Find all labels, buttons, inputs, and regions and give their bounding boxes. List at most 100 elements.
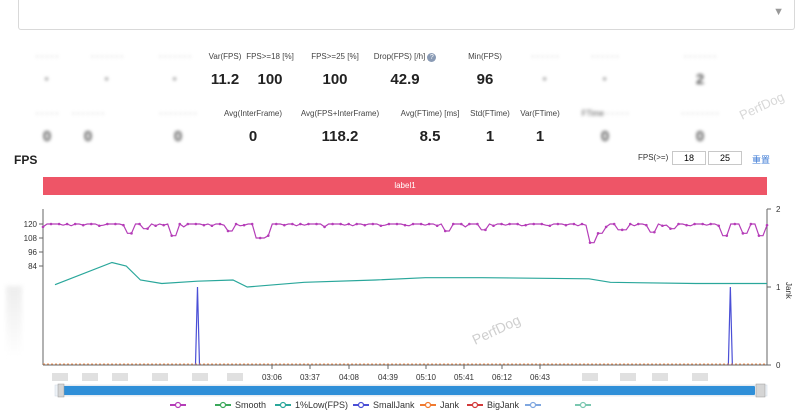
x-tick-label: 03:06	[262, 373, 283, 382]
fps-series-point	[516, 222, 519, 226]
fps-series-point	[218, 222, 222, 226]
fps-series-point	[484, 228, 487, 232]
metric-value: 1	[535, 128, 545, 145]
fps-threshold-b-input[interactable]	[708, 151, 742, 165]
fps-series-point	[451, 222, 455, 226]
x-tick-blurred	[82, 373, 98, 381]
metric-value: 96	[476, 71, 494, 88]
x-tick-blurred	[582, 373, 598, 381]
metric-label: · · · · · · ·	[91, 52, 123, 61]
y-right-axis-label: Jank	[784, 282, 793, 300]
metric-label: · · · · ·	[35, 52, 59, 61]
x-tick-blurred	[52, 373, 68, 381]
fps-series-point	[266, 234, 270, 237]
metric-label: · · · · · ·	[531, 52, 559, 61]
metric-r1-5: FPS>=25 [%] 100	[290, 51, 380, 88]
metrics-row-2: · · · · · 0 · · · · · · · 0 · · · · · · · · 0…	[0, 108, 800, 148]
x-tick-label: 06:43	[530, 373, 551, 382]
fps-series-point	[202, 223, 206, 227]
metric-value: ·	[104, 71, 110, 88]
x-tick-label: 06:12	[492, 373, 513, 382]
metric-value: ·	[172, 71, 178, 88]
fps-series-point	[154, 224, 157, 228]
label-band[interactable]: label1	[43, 177, 767, 195]
fps-series-point	[749, 222, 753, 226]
fps-series-point	[685, 223, 688, 227]
metric-r1-8: · · · · · · ·	[500, 51, 590, 88]
fps-series-point	[427, 222, 431, 226]
y-tick-label: 84	[28, 262, 37, 271]
fps-threshold-label: FPS(>=)	[638, 153, 669, 162]
x-tick-blurred	[192, 373, 208, 381]
metric-r2-4: Avg(FPS+InterFrame) 118.2	[295, 108, 385, 145]
smalljank-spike	[194, 286, 201, 366]
fps-series-point	[564, 223, 568, 227]
fps-series-point	[49, 222, 53, 226]
metric-value: 0	[600, 128, 610, 145]
metric-value: 118.2	[321, 128, 359, 145]
fps-series-point	[242, 223, 246, 227]
metric-value: 0	[695, 128, 705, 145]
metric-value: ·	[44, 71, 50, 88]
metric-label: · · · · · · · ·	[681, 109, 719, 118]
fps-series-point	[765, 223, 769, 227]
x-tick-blurred	[620, 373, 636, 381]
reset-button[interactable]: 重置	[752, 155, 771, 165]
fps-series-point	[315, 222, 318, 226]
metric-label: FPS>=18 [%]	[246, 52, 294, 61]
legend-marker	[279, 401, 287, 409]
metric-label: Avg(FTime) [ms]	[400, 109, 460, 118]
metric-label: · · · · · · ·	[159, 52, 191, 61]
y-tick-label: 120	[24, 220, 38, 229]
left-blur-artifact	[6, 286, 22, 356]
metric-label: · · · · · ·	[591, 52, 619, 61]
metric-r1-0: · · · · · ·	[2, 51, 92, 88]
fps-series-point	[130, 232, 133, 235]
metric-r2-6: Std(FTime) 1	[445, 108, 535, 145]
metric-r2-5: Avg(FTime) [ms] 8.5	[385, 108, 475, 145]
x-tick-blurred	[652, 373, 668, 381]
fps-threshold-a-input[interactable]	[672, 151, 706, 165]
help-icon[interactable]: ?	[427, 53, 437, 62]
metric-label: · · · · · · · ·	[159, 109, 197, 118]
fps-series-point	[468, 222, 471, 226]
fps-series-point	[717, 224, 721, 228]
y-right-tick-label: 2	[776, 205, 781, 214]
fps-series-point	[636, 222, 640, 226]
fps-series-point	[443, 229, 447, 233]
page-select[interactable]: ▼	[18, 0, 795, 30]
fps-series-point	[733, 222, 737, 226]
metric-r1-4: FPS>=18 [%] 100	[225, 51, 315, 88]
metric-r2-7: Var(FTime) 1	[495, 108, 585, 145]
fps-series-point	[114, 222, 117, 226]
fps-series-point	[258, 236, 262, 240]
metric-r2-9: · · · · · · · · 0	[655, 108, 745, 145]
scrollbar-thumb[interactable]	[60, 386, 755, 395]
metric-r1-9: · · · · · · ·	[560, 51, 650, 88]
fps-series-point	[419, 222, 423, 226]
legend-marker	[529, 401, 537, 409]
fps-series-point	[620, 228, 624, 232]
metric-label: · · · · · · ·	[72, 109, 104, 118]
fps-series-point	[89, 222, 93, 226]
fps-series-point	[532, 222, 536, 226]
x-tick-blurred	[227, 373, 243, 381]
metric-label: · · · · · · ·	[684, 52, 716, 61]
scrollbar-handle-left[interactable]	[57, 383, 65, 398]
fps-series-point	[81, 223, 85, 227]
x-tick-label: 05:41	[454, 373, 475, 382]
fps-series-point	[476, 222, 479, 226]
fps-series-point	[146, 227, 149, 230]
scrollbar-track	[54, 384, 768, 397]
metric-value: 2	[695, 71, 705, 88]
fps-series-point	[371, 222, 375, 226]
chevron-down-icon[interactable]: ▼	[773, 6, 784, 18]
scrollbar-handle-right[interactable]	[755, 383, 766, 398]
fps-series-point	[395, 222, 399, 226]
fps-series-point	[363, 223, 367, 227]
fps-series-point	[122, 223, 125, 227]
fps-series-point	[65, 222, 69, 226]
fps-series-point	[661, 224, 664, 228]
metric-label: FPS>=25 [%]	[311, 52, 359, 61]
fps-series-point	[757, 234, 761, 237]
